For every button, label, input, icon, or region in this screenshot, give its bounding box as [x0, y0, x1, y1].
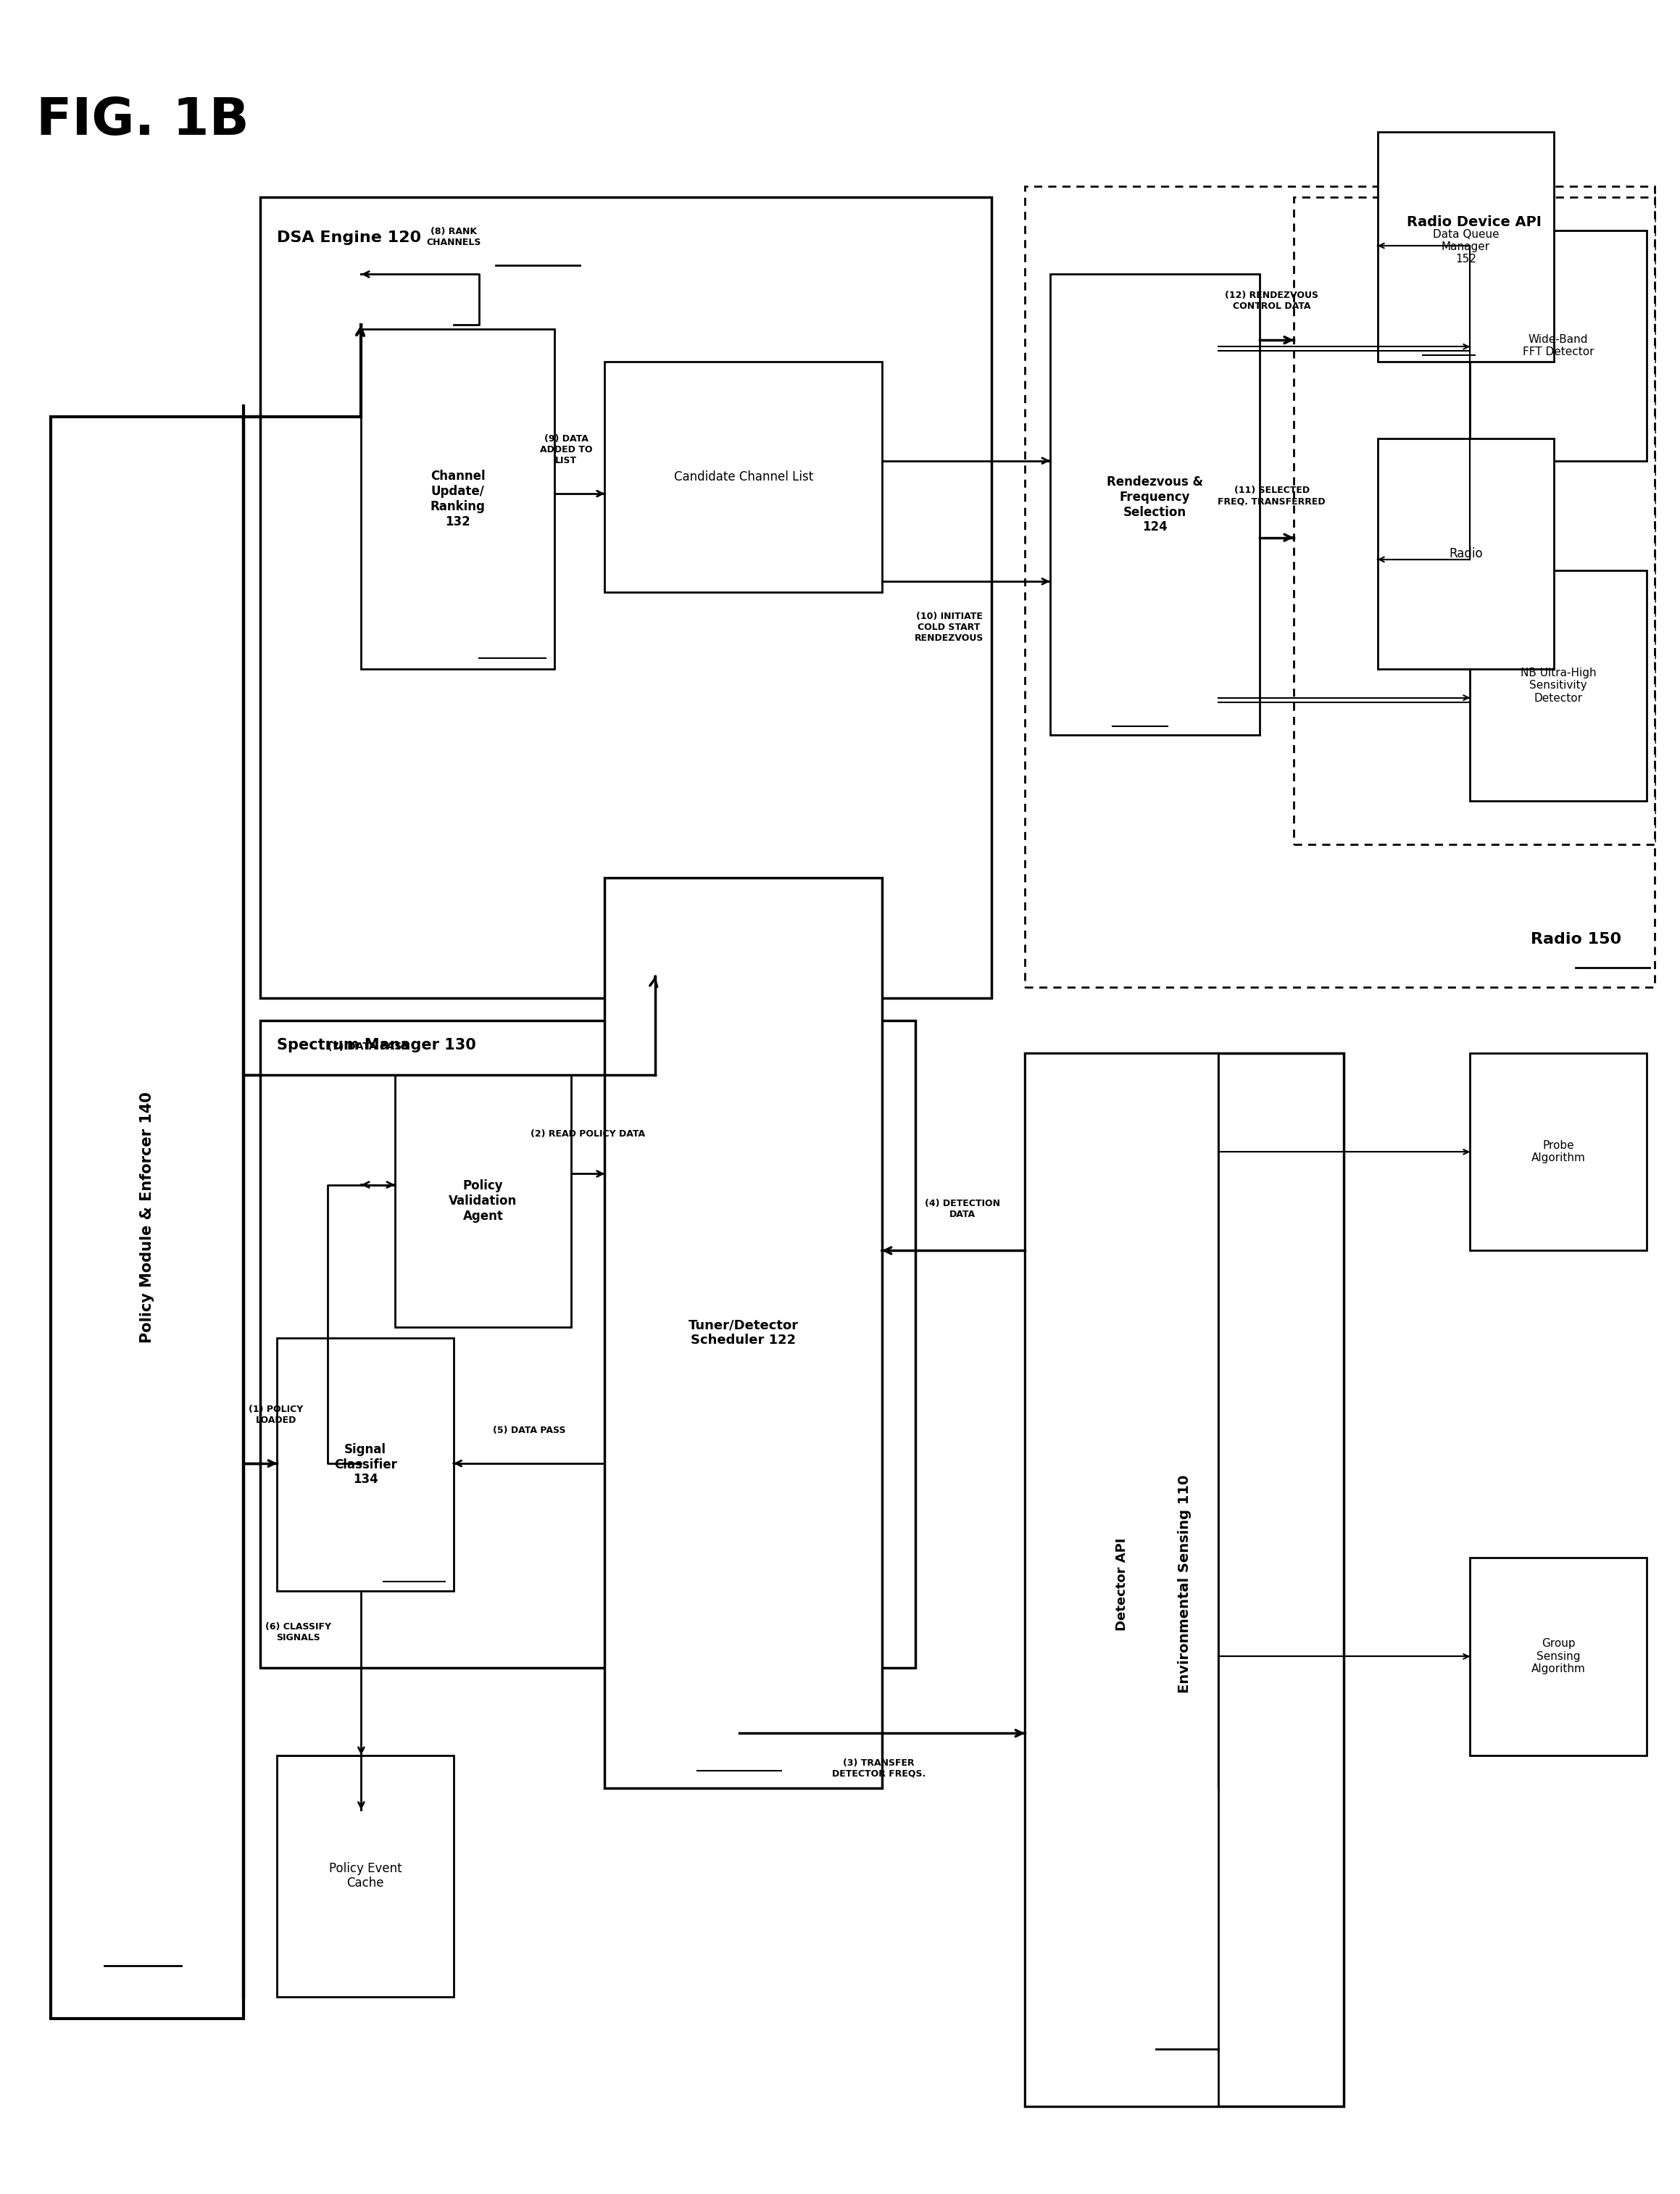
Text: Data Queue
Manager
152: Data Queue Manager 152	[1433, 228, 1499, 265]
Text: (10) INITIATE
COLD START
RENDEZVOUS: (10) INITIATE COLD START RENDEZVOUS	[914, 612, 984, 643]
Text: Detector API: Detector API	[1116, 1538, 1129, 1630]
Bar	[1378, 439, 1554, 669]
Bar	[50, 417, 244, 2018]
Text: (12) RENDEZVOUS
CONTROL DATA: (12) RENDEZVOUS CONTROL DATA	[1225, 290, 1319, 312]
Text: (1) POLICY
LOADED: (1) POLICY LOADED	[249, 1404, 302, 1426]
Bar	[1050, 274, 1260, 735]
Bar	[361, 329, 554, 669]
Bar	[1025, 1053, 1344, 2106]
Bar	[395, 1075, 571, 1327]
Text: Environmental Sensing 110: Environmental Sensing 110	[1178, 1474, 1191, 1694]
Text: Candidate Channel List: Candidate Channel List	[674, 472, 813, 483]
Text: Radio 150: Radio 150	[1530, 932, 1621, 948]
Bar	[605, 878, 882, 1788]
Text: Tuner/Detector
Scheduler 122: Tuner/Detector Scheduler 122	[689, 1319, 798, 1347]
Text: (11) SELECTED
FREQ. TRANSFERRED: (11) SELECTED FREQ. TRANSFERRED	[1218, 485, 1326, 507]
Bar	[1470, 1053, 1646, 1251]
Bar	[260, 197, 991, 998]
Text: Group
Sensing
Algorithm: Group Sensing Algorithm	[1530, 1639, 1586, 1674]
Text: FIG. 1B: FIG. 1B	[37, 97, 249, 145]
Text: (5) DATA PASS: (5) DATA PASS	[492, 1426, 566, 1435]
Text: Signal
Classifier
134: Signal Classifier 134	[334, 1444, 396, 1485]
Bar	[1025, 1053, 1218, 2106]
Text: Policy
Validation
Agent: Policy Validation Agent	[449, 1180, 517, 1222]
Bar	[1470, 570, 1646, 801]
Bar	[1470, 230, 1646, 461]
Bar	[277, 1755, 454, 1997]
Text: Policy Event
Cache: Policy Event Cache	[329, 1863, 402, 1889]
Text: Spectrum Manager 130: Spectrum Manager 130	[277, 1038, 477, 1053]
Text: (2) READ POLICY DATA: (2) READ POLICY DATA	[531, 1130, 645, 1139]
Text: Channel
Update/
Ranking
132: Channel Update/ Ranking 132	[430, 470, 486, 529]
Bar	[1378, 132, 1554, 362]
Text: Wide-Band
FFT Detector: Wide-Band FFT Detector	[1522, 333, 1594, 358]
Bar	[1470, 1558, 1646, 1755]
Text: NB Ultra-High
Sensitivity
Detector: NB Ultra-High Sensitivity Detector	[1520, 667, 1596, 704]
Text: Probe
Algorithm: Probe Algorithm	[1530, 1141, 1586, 1163]
Bar	[260, 1020, 916, 1667]
Text: (4) DETECTION
DATA: (4) DETECTION DATA	[926, 1198, 1000, 1220]
Bar	[1294, 197, 1655, 845]
Text: Rendezvous &
Frequency
Selection
124: Rendezvous & Frequency Selection 124	[1107, 476, 1203, 533]
Text: Policy Module & Enforcer 140: Policy Module & Enforcer 140	[139, 1093, 155, 1343]
Text: (8) RANK
CHANNELS: (8) RANK CHANNELS	[427, 226, 480, 248]
Text: Radio: Radio	[1448, 548, 1483, 559]
Text: (9) DATA
ADDED TO
LIST: (9) DATA ADDED TO LIST	[539, 434, 593, 465]
Bar	[605, 362, 882, 592]
Bar	[1025, 186, 1655, 987]
Text: Radio Device API: Radio Device API	[1406, 215, 1542, 228]
Text: (7) DATA PASS: (7) DATA PASS	[328, 1042, 408, 1051]
Text: (3) TRANSFER
DETECTOR FREQS.: (3) TRANSFER DETECTOR FREQS.	[832, 1757, 926, 1779]
Text: DSA Engine 120: DSA Engine 120	[277, 230, 422, 246]
Bar	[277, 1338, 454, 1591]
Text: (6) CLASSIFY
SIGNALS: (6) CLASSIFY SIGNALS	[265, 1621, 331, 1643]
